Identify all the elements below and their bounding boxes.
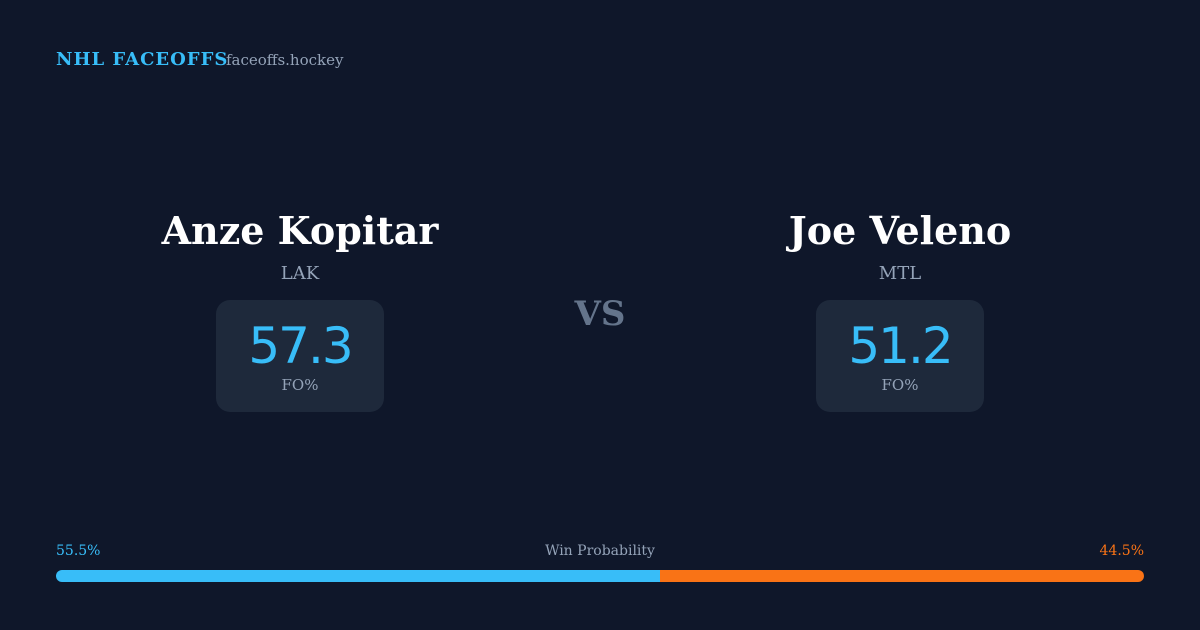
player-team: LAK <box>280 263 320 284</box>
fo-value: 57.3 <box>248 317 353 375</box>
win-probability-label: Win Probability <box>545 543 655 559</box>
player-team: MTL <box>878 263 922 284</box>
fo-label: FO% <box>281 376 319 394</box>
win-bar <box>56 570 1144 582</box>
win-left-label: 55.5% <box>56 543 101 559</box>
fo-value: 51.2 <box>848 317 953 375</box>
player-name: Joe Veleno <box>788 208 1012 253</box>
vs-label: VS <box>574 294 626 334</box>
brand: NHL FACEOFFS <box>56 49 229 70</box>
fo-label: FO% <box>881 376 919 394</box>
stat-card: 51.2 FO% <box>816 300 984 412</box>
win-segment <box>659 570 1144 582</box>
win-segment <box>56 570 660 582</box>
win-right-label: 44.5% <box>1099 543 1144 559</box>
stat-card: 57.3 FO% <box>216 300 384 412</box>
player-panel: Joe Veleno MTL 51.2 FO% <box>640 205 1160 412</box>
player-panel: Anze Kopitar LAK 57.3 FO% <box>40 205 560 412</box>
player-name: Anze Kopitar <box>161 208 439 253</box>
site-url: faceoffs.hockey <box>226 51 344 69</box>
